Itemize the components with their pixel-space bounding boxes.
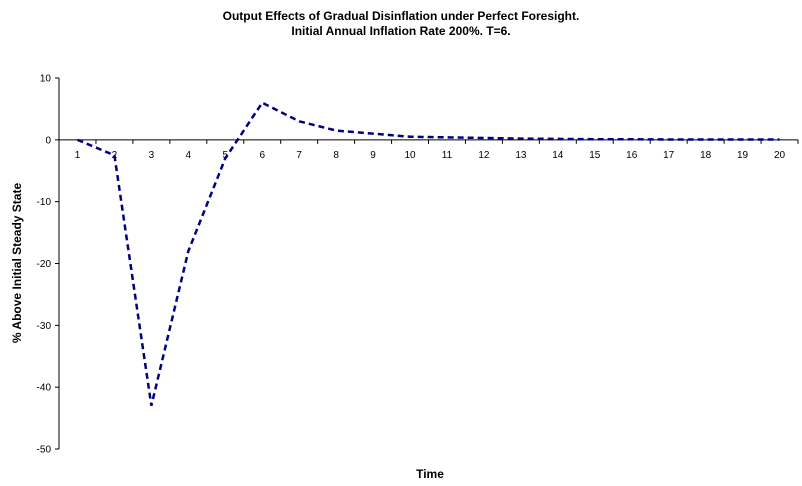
y-tick-label: -50 bbox=[37, 445, 52, 456]
y-axis-label: % Above Initial Steady State bbox=[10, 183, 24, 344]
series-line bbox=[76, 101, 780, 407]
x-tick-label: 19 bbox=[737, 150, 749, 161]
x-axis-ticks: 1 2 3 4 5 6 7 8 9 10 11 12 13 14 15 16 17 18 19 20 bbox=[58, 139, 799, 161]
y-tick-label: -10 bbox=[37, 197, 52, 208]
y-tick-label: -20 bbox=[37, 259, 52, 270]
x-tick-label: 14 bbox=[552, 150, 564, 161]
chart-title-line1: Output Effects of Gradual Disinflation u… bbox=[222, 9, 580, 23]
x-tick-label: 8 bbox=[333, 150, 339, 161]
series-group bbox=[76, 101, 780, 407]
x-tick-label: 12 bbox=[478, 150, 490, 161]
chart-title: Output Effects of Gradual Disinflation u… bbox=[0, 9, 802, 39]
x-tick-label: 10 bbox=[404, 150, 416, 161]
x-tick-label: 9 bbox=[370, 150, 376, 161]
x-tick-label: 4 bbox=[186, 150, 192, 161]
x-tick-label: 3 bbox=[149, 150, 155, 161]
y-tick-label: -40 bbox=[37, 383, 52, 394]
x-tick-label: 5 bbox=[222, 150, 228, 161]
x-tick-label: 18 bbox=[700, 150, 712, 161]
x-tick-label: 7 bbox=[296, 150, 302, 161]
x-tick-label: 1 bbox=[75, 150, 81, 161]
x-tick-label: 13 bbox=[515, 150, 527, 161]
y-tick-label: -30 bbox=[37, 321, 52, 332]
x-tick-label: 16 bbox=[626, 150, 638, 161]
x-axis-label: Time bbox=[416, 467, 444, 481]
chart-axes bbox=[58, 78, 798, 449]
x-tick-label: 15 bbox=[589, 150, 601, 161]
x-tick-label: 17 bbox=[663, 150, 675, 161]
x-tick-label: 6 bbox=[259, 150, 265, 161]
x-tick-label: 11 bbox=[442, 150, 453, 161]
y-tick-label: 10 bbox=[40, 74, 52, 85]
chart-title-line2: Initial Annual Inflation Rate 200%. T=6. bbox=[291, 24, 511, 38]
x-tick-label: 20 bbox=[774, 150, 786, 161]
y-axis-ticks: 10 0 -10 -20 -30 -40 -50 bbox=[37, 74, 59, 456]
y-tick-label: 0 bbox=[45, 135, 51, 146]
